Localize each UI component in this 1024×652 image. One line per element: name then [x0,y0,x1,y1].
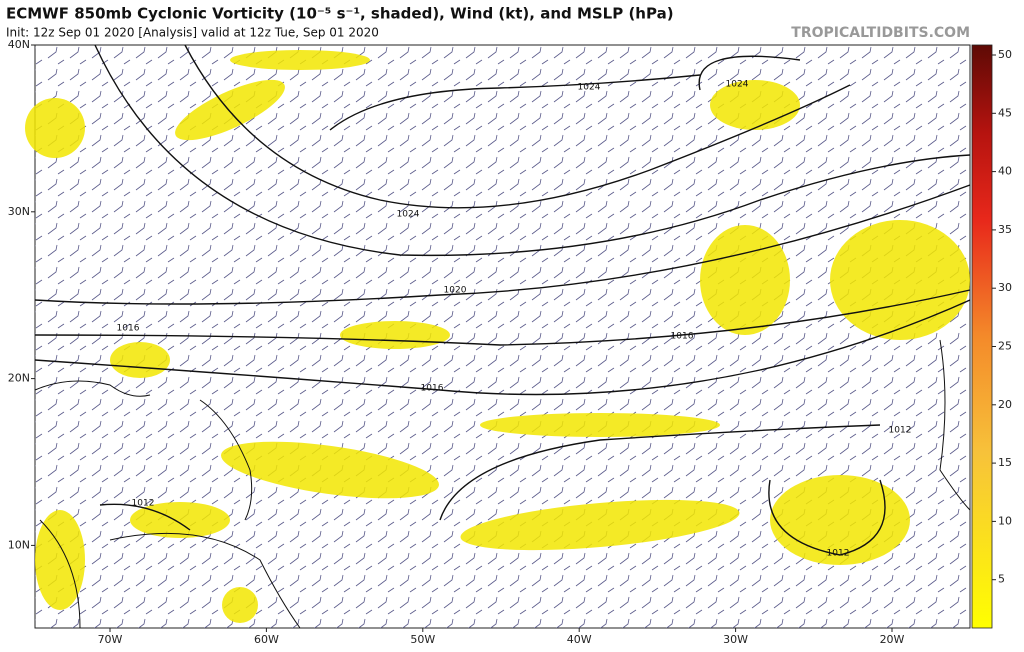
isobar-label: 1016 [671,332,694,342]
colorbar-tick-label: 30 [998,281,1012,294]
colorbar-tick-label: 20 [998,398,1012,411]
isobar-label: 1024 [578,83,601,93]
colorbar-tick-label: 25 [998,340,1012,353]
lat-label: 10N [8,538,30,551]
lon-label: 70W [98,633,123,646]
colorbar-tick-label: 15 [998,456,1012,469]
isobar-labels: 1024 1024 1024 1020 1016 1016 1016 1012 … [117,80,912,559]
lon-label: 50W [410,633,435,646]
coastlines [34,339,971,629]
lat-label: 40N [8,38,30,51]
axes: 40N 30N 20N 10N 70W 60W 50W 40W 30W 20W [8,38,905,646]
isobar-label: 1016 [117,324,140,334]
isobar-label: 1024 [726,80,749,90]
isobar-label: 1012 [889,426,912,436]
isobar-label: 1012 [827,549,850,559]
colorbar-tick-label: 35 [998,223,1012,236]
isobar-label: 1012 [132,499,155,509]
lon-label: 20W [880,633,905,646]
colorbar-tick-label: 40 [998,165,1012,178]
lon-label: 40W [567,633,592,646]
isobars [34,44,971,556]
colorbar-tick-label: 10 [998,514,1012,527]
colorbar-tick-label: 5 [998,573,1005,586]
isobar-label: 1020 [444,286,467,296]
colorbar-tick-label: 50 [998,48,1012,61]
lon-label: 30W [723,633,748,646]
isobar-label: 1016 [421,384,444,394]
colorbar [971,44,993,629]
colorbar-ticks: 5 10 15 20 25 30 35 40 45 50 [992,48,1012,586]
subtitle: Init: 12z Sep 01 2020 [Analysis] valid a… [6,26,379,40]
source: TROPICALTIDBITS.COM [791,25,970,41]
title: ECMWF 850mb Cyclonic Vorticity (10⁻⁵ s⁻¹… [6,5,674,23]
vorticity-shading [25,50,970,623]
isobar-label: 1024 [397,210,420,220]
map: 1024 1024 1024 1020 1016 1016 1016 1012 … [25,44,971,629]
colorbar-tick-label: 45 [998,106,1012,119]
lat-label: 20N [8,372,30,385]
lat-label: 30N [8,205,30,218]
lon-label: 60W [254,633,279,646]
